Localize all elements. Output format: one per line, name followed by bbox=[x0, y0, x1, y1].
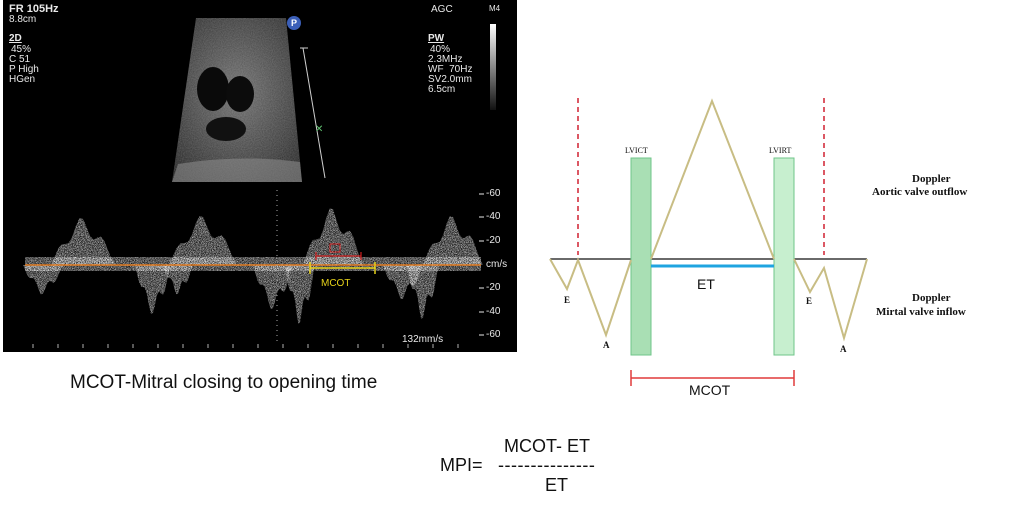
e-wave-label-left: E bbox=[564, 295, 571, 305]
pw-freq: 2.3MHz bbox=[428, 54, 463, 65]
param-p: P High bbox=[9, 64, 39, 75]
mpi-schematic bbox=[549, 98, 868, 386]
lvict-bar bbox=[630, 157, 652, 356]
scale-tick: -40 bbox=[486, 306, 501, 317]
inflow-envelope bbox=[163, 265, 193, 295]
sweep-speed: 132mm/s bbox=[402, 334, 444, 345]
et-label: ET bbox=[697, 276, 715, 292]
pw-sv: SV2.0mm bbox=[428, 74, 472, 85]
outflow-subtitle: Aortic valve outflow bbox=[872, 186, 968, 198]
lvict-label: LVICT bbox=[625, 146, 648, 155]
inflow-envelope bbox=[285, 265, 315, 324]
scale-unit: cm/s bbox=[486, 259, 508, 270]
depth: 8.8cm bbox=[9, 14, 37, 25]
param-c: C 51 bbox=[9, 54, 31, 65]
mode-pw: PW bbox=[428, 33, 445, 44]
mcot-label-ultrasound: MCOT bbox=[321, 278, 351, 289]
inflow-envelope bbox=[135, 265, 171, 314]
formula-numerator: MCOT- ET bbox=[504, 436, 590, 456]
scale-tick: -40 bbox=[486, 211, 501, 222]
aortic-outflow-wave bbox=[650, 98, 775, 260]
sample-gate-line: ✕ bbox=[300, 47, 326, 179]
caption: MCOT-Mitral closing to opening time bbox=[70, 372, 378, 393]
inflow-envelope bbox=[23, 265, 63, 295]
probe-marker-icon: P bbox=[287, 16, 301, 30]
formula-lhs: MPI= bbox=[440, 455, 483, 475]
pw-wf: WF 70Hz bbox=[428, 64, 473, 75]
outflow-envelope bbox=[169, 216, 237, 265]
pw-depth: 6.5cm bbox=[428, 84, 456, 95]
grayscale-bar bbox=[490, 24, 496, 110]
doppler-spectrum bbox=[23, 190, 484, 348]
pw-gain: 40% bbox=[430, 44, 451, 55]
agc-label: AGC bbox=[431, 4, 453, 15]
lvirt-label: LVIRT bbox=[769, 146, 792, 155]
inflow-subtitle: Mirtal valve inflow bbox=[876, 306, 966, 318]
a-wave-label-right: A bbox=[840, 344, 847, 354]
mitral-inflow-wave-right bbox=[793, 258, 868, 342]
param-hgen: HGen bbox=[9, 74, 36, 85]
outflow-envelope bbox=[51, 218, 115, 265]
outflow-title: Doppler bbox=[912, 173, 951, 185]
mitral-inflow-wave-left bbox=[549, 257, 632, 339]
formula-bar: --------------- bbox=[498, 455, 596, 475]
outflow-envelope bbox=[423, 216, 483, 265]
baseline-noise-band bbox=[25, 257, 481, 271]
mode-2d: 2D bbox=[9, 33, 22, 44]
inflow-envelope bbox=[253, 265, 293, 309]
param-gain: 45% bbox=[11, 44, 32, 55]
scale-tick: -20 bbox=[486, 282, 501, 293]
probe-marker-letter: P bbox=[290, 18, 297, 28]
m4-label: M4 bbox=[489, 4, 501, 13]
ultrasound-image: FR 105Hz 8.8cm 2D 45% C 51 P High HGen A… bbox=[3, 0, 517, 352]
svg-text:✕: ✕ bbox=[315, 124, 323, 135]
lvirt-bar bbox=[773, 157, 795, 356]
e-wave-label-right: E bbox=[806, 296, 813, 306]
scale-tick: -20 bbox=[486, 235, 501, 246]
scale-tick: -60 bbox=[486, 188, 501, 199]
scale-tick: -60 bbox=[486, 329, 501, 340]
outflow-envelope bbox=[303, 208, 363, 265]
formula-denominator: ET bbox=[545, 475, 569, 495]
inflow-envelope bbox=[407, 265, 439, 319]
b-mode-sector bbox=[172, 18, 302, 182]
frame-rate: FR 105Hz bbox=[9, 3, 59, 15]
inflow-title: Doppler bbox=[912, 292, 951, 304]
a-wave-label-left: A bbox=[603, 340, 610, 350]
mcot-label: MCOT bbox=[689, 382, 731, 398]
